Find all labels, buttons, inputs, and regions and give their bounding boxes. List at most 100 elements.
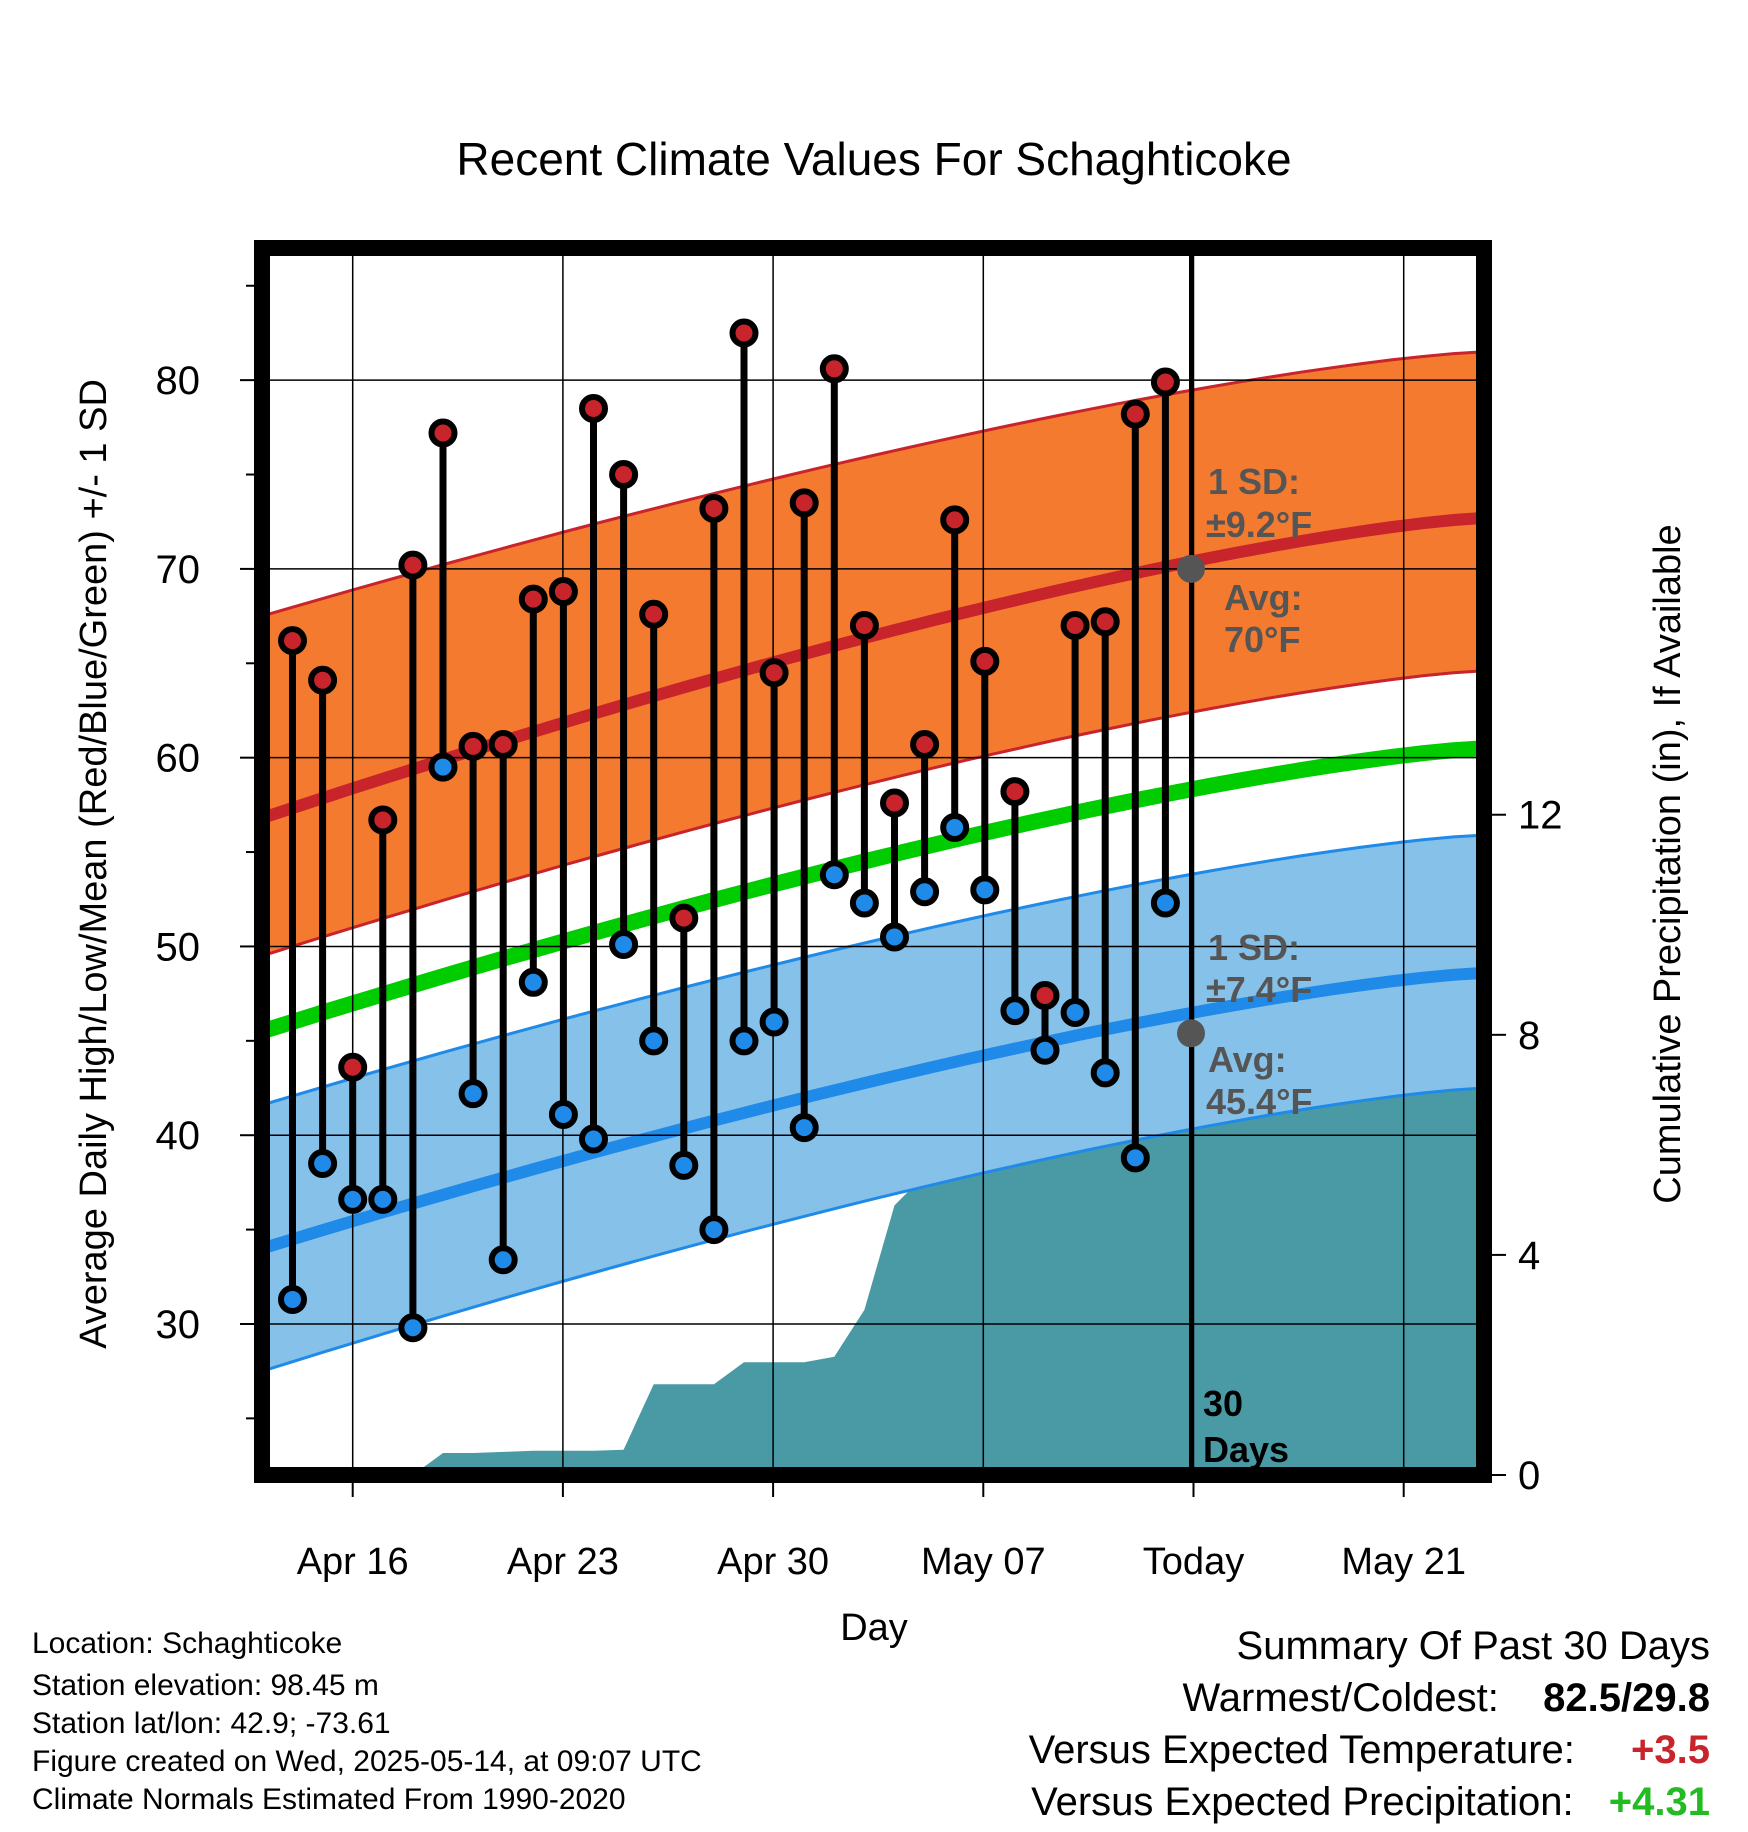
low-point (428, 752, 458, 782)
y-axis-label: Average Daily High/Low/Mean (Red/Blue/Gr… (73, 379, 115, 1349)
high-point (880, 788, 909, 818)
high-point (669, 903, 699, 933)
low-point (910, 877, 940, 907)
precip-row: Versus Expected Precipitation: +4.31 (1029, 1780, 1710, 1832)
low-band-lower-edge (262, 1086, 1484, 1373)
temp-value: +3.5 (1631, 1728, 1710, 1772)
y2-axis-label: Cumulative Precipitation (in), If Availa… (1647, 524, 1689, 1203)
temp-row: Versus Expected Temperature: +3.5 (1029, 1728, 1710, 1780)
summary-title: Summary Of Past 30 Days (1236, 1624, 1710, 1668)
low-avg-marker (1177, 1019, 1205, 1048)
high-point (759, 658, 789, 688)
elevation-text: Station elevation: 98.45 m (32, 1669, 379, 1702)
y-tick-label: 40 (156, 1114, 201, 1158)
high-point (910, 729, 940, 759)
mean-normal-line (262, 740, 1484, 1040)
high-point (488, 729, 518, 759)
y2-tick-label: 4 (1518, 1234, 1540, 1278)
axes: 30 40 50 60 70 80 0 4 8 12 Apr 16 Apr 23 Apr 30 May 0… (156, 284, 1563, 1583)
high-point (1030, 981, 1060, 1011)
low-band-upper-edge (262, 833, 1484, 1107)
x-axis-label: Day (840, 1607, 908, 1649)
low-sd-value: ±7.4°F (1206, 969, 1312, 1010)
x-tick-label: Apr 16 (297, 1541, 409, 1583)
x-tick-label: May 21 (1341, 1541, 1466, 1583)
low-point (729, 1026, 759, 1056)
low-point (338, 1184, 368, 1214)
low-point (579, 1124, 608, 1154)
low-point (669, 1150, 699, 1180)
high-point (1090, 607, 1120, 637)
low-point (1120, 1143, 1150, 1173)
low-point (639, 1026, 669, 1056)
low-point (1060, 998, 1090, 1028)
low-normal-band (262, 835, 1484, 1372)
high-point (548, 577, 578, 607)
warmest-row: Warmest/Coldest: 82.5/29.8 (1029, 1676, 1711, 1728)
warmest-label: Warmest/Coldest: (1182, 1676, 1499, 1720)
low-avg-label: Avg: (1208, 1039, 1287, 1080)
y-tick-label: 60 (156, 737, 201, 781)
low-point (1150, 888, 1180, 918)
low-point (398, 1313, 428, 1343)
normals-text: Climate Normals Estimated From 1990-2020 (32, 1783, 626, 1816)
low-sd-label: 1 SD: (1208, 927, 1300, 968)
low-point (970, 875, 1000, 905)
low-point (789, 1113, 819, 1143)
low-normal-mean-line (262, 966, 1484, 1255)
high-point (338, 1052, 368, 1082)
high-point (518, 584, 548, 614)
low-point (940, 813, 970, 843)
station-info: Location: Schaghticoke Station elevation… (32, 1626, 702, 1818)
low-point (308, 1149, 338, 1179)
warmest-value: 82.5/29.8 (1543, 1676, 1710, 1720)
high-normal-band (262, 351, 1484, 956)
high-point (849, 611, 879, 641)
low-point (819, 860, 849, 890)
precip-label: Versus Expected Precipitation: (1031, 1780, 1574, 1824)
high-band-upper-edge (262, 350, 1484, 618)
plot-frame (254, 240, 1492, 1483)
high-point (1150, 367, 1180, 397)
high-point (970, 646, 1000, 676)
high-point (699, 494, 729, 524)
y-tick-label: 50 (156, 925, 201, 969)
chart-title: Recent Climate Values For Schaghticoke (456, 133, 1291, 185)
latlon-text: Station lat/lon: 42.9; -73.61 (32, 1707, 391, 1740)
high-point (368, 805, 398, 835)
y-tick-label: 70 (156, 548, 201, 592)
low-point (518, 967, 548, 997)
low-point (759, 1007, 789, 1037)
high-point (940, 505, 970, 535)
created-text: Figure created on Wed, 2025-05-14, at 09… (32, 1745, 702, 1778)
high-point (458, 731, 488, 761)
low-point (368, 1184, 398, 1214)
low-point (699, 1215, 729, 1245)
temp-label: Versus Expected Temperature: (1028, 1728, 1575, 1772)
y-tick-label: 30 (156, 1303, 201, 1347)
low-point (609, 930, 639, 960)
low-point (548, 1099, 578, 1129)
high-point (789, 488, 819, 518)
high-point (1000, 777, 1030, 807)
summary-panel: Summary Of Past 30 Days Warmest/Coldest:… (1029, 1624, 1710, 1832)
high-avg-label: Avg: (1224, 577, 1303, 618)
low-point (458, 1079, 488, 1109)
x-tick-label: Today (1143, 1541, 1244, 1583)
high-point (729, 318, 759, 348)
x-tick-label: Apr 30 (717, 1541, 829, 1583)
y2-tick-label: 12 (1518, 794, 1563, 838)
low-point (849, 888, 879, 918)
high-point (1120, 399, 1150, 429)
x-tick-label: Apr 23 (507, 1541, 619, 1583)
low-avg-value: 45.4°F (1206, 1081, 1312, 1122)
high-band-lower-edge (262, 669, 1484, 958)
location-text: Location: Schaghticoke (32, 1627, 343, 1660)
annotations: 1 SD: ±9.2°F Avg: 70°F 1 SD: ±7.4°F Avg:… (1177, 248, 1312, 1475)
y-tick-label: 80 (156, 359, 201, 403)
high-point (278, 626, 307, 656)
x-tick-label: May 07 (921, 1541, 1046, 1583)
low-point (278, 1284, 307, 1314)
high-point (639, 599, 669, 629)
